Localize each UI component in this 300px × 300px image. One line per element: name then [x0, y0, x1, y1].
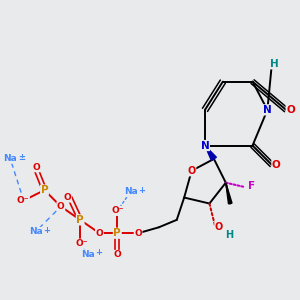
- Text: O: O: [33, 163, 40, 172]
- Text: H: H: [271, 59, 279, 69]
- Text: N: N: [201, 140, 209, 151]
- Text: +: +: [139, 186, 145, 195]
- Text: O: O: [215, 222, 223, 232]
- Text: O: O: [64, 193, 71, 202]
- Text: O⁻: O⁻: [17, 196, 29, 205]
- Polygon shape: [205, 146, 216, 160]
- Text: N: N: [263, 105, 272, 115]
- Text: +: +: [95, 248, 102, 257]
- Text: O: O: [134, 229, 142, 238]
- Text: F: F: [248, 181, 255, 191]
- Text: O: O: [272, 160, 281, 170]
- Text: O: O: [96, 229, 103, 238]
- Text: O: O: [113, 250, 121, 260]
- Text: +: +: [44, 226, 50, 235]
- Text: P: P: [113, 228, 121, 238]
- Text: P: P: [76, 215, 84, 225]
- Text: O: O: [286, 105, 295, 115]
- Polygon shape: [226, 183, 232, 204]
- Text: Na: Na: [81, 250, 94, 259]
- Text: P: P: [41, 185, 48, 195]
- Text: O⁻: O⁻: [75, 239, 88, 248]
- Text: O: O: [57, 202, 65, 211]
- Text: Na: Na: [29, 227, 42, 236]
- Text: H: H: [225, 230, 233, 240]
- Text: Na: Na: [124, 187, 138, 196]
- Text: ±: ±: [18, 153, 25, 162]
- Text: O: O: [188, 166, 196, 176]
- Text: Na: Na: [3, 154, 17, 164]
- Text: O⁻: O⁻: [111, 206, 124, 215]
